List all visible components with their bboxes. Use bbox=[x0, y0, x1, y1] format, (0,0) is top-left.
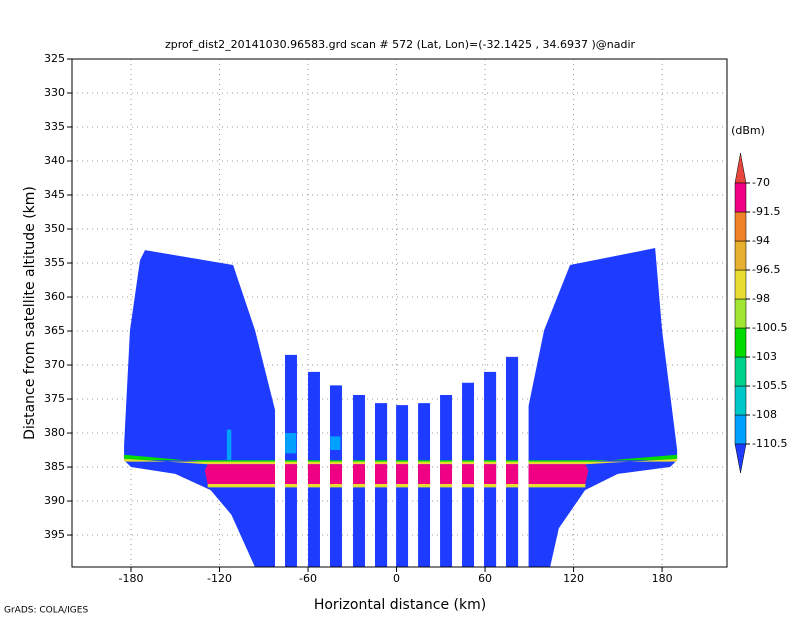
x-tick-label: 0 bbox=[393, 572, 400, 585]
y-tick-label: 345 bbox=[44, 188, 65, 201]
x-axis-label: Horizontal distance (km) bbox=[314, 597, 486, 613]
y-tick-label: 375 bbox=[44, 392, 65, 405]
y-tick-label: 340 bbox=[44, 154, 65, 167]
y-tick-label: 325 bbox=[44, 52, 65, 65]
field-region bbox=[226, 429, 232, 461]
colorbar-segment bbox=[734, 269, 747, 300]
colorbar-segment bbox=[734, 182, 747, 213]
y-tick-label: 330 bbox=[44, 86, 65, 99]
field-region bbox=[124, 458, 678, 465]
colorbar-segment bbox=[734, 414, 747, 445]
colorbar-label: -110.5 bbox=[752, 437, 787, 450]
x-tick-label: -180 bbox=[119, 572, 144, 585]
field-region bbox=[330, 436, 341, 451]
y-tick-label: 335 bbox=[44, 120, 65, 133]
colorbar-label: -105.5 bbox=[752, 379, 787, 392]
y-tick-label: 360 bbox=[44, 290, 65, 303]
colorbar-segment bbox=[734, 211, 747, 242]
footer: GrADS: COLA/IGES bbox=[4, 606, 88, 616]
y-axis-label: Distance from satellite altitude (km) bbox=[22, 186, 38, 440]
x-tick-label: 180 bbox=[652, 572, 673, 585]
field-region bbox=[204, 464, 589, 485]
y-tick-label: 365 bbox=[44, 324, 65, 337]
colorbar-label: -70 bbox=[752, 176, 770, 189]
y-tick-label: 350 bbox=[44, 222, 65, 235]
y-tick-label: 395 bbox=[44, 528, 65, 541]
colorbar-label: (dBm) bbox=[731, 124, 765, 137]
y-tick-label: 380 bbox=[44, 426, 65, 439]
x-tick-label: -120 bbox=[207, 572, 232, 585]
field-region bbox=[124, 250, 275, 568]
x-tick-label: 60 bbox=[478, 572, 492, 585]
chart-title: zprof_dist2_20141030.96583.grd scan # 57… bbox=[165, 38, 636, 51]
colorbar-segment bbox=[734, 327, 747, 358]
field-region bbox=[207, 484, 586, 488]
field-region bbox=[124, 454, 678, 463]
field-region bbox=[285, 433, 297, 454]
colorbar-label: -98 bbox=[752, 292, 770, 305]
colorbar-label: -108 bbox=[752, 408, 777, 421]
colorbar-segment bbox=[734, 356, 747, 387]
y-tick-label: 355 bbox=[44, 256, 65, 269]
colorbar-label: -91.5 bbox=[752, 205, 780, 218]
x-tick-label: 120 bbox=[563, 572, 584, 585]
colorbar-label: -100.5 bbox=[752, 321, 787, 334]
field-region bbox=[528, 248, 678, 568]
colorbar-segment bbox=[734, 385, 747, 416]
colorbar-segment bbox=[734, 152, 747, 184]
y-tick-label: 370 bbox=[44, 358, 65, 371]
plot-frame bbox=[71, 58, 728, 568]
y-tick-label: 390 bbox=[44, 494, 65, 507]
colorbar-label: -96.5 bbox=[752, 263, 780, 276]
colorbar-segment bbox=[734, 443, 747, 474]
colorbar-label: -103 bbox=[752, 350, 777, 363]
field bbox=[124, 248, 678, 568]
colorbar-segment bbox=[734, 298, 747, 329]
colorbar-segment bbox=[734, 240, 747, 271]
x-tick-label: -60 bbox=[299, 572, 317, 585]
y-tick-label: 385 bbox=[44, 460, 65, 473]
colorbar-label: -94 bbox=[752, 234, 770, 247]
